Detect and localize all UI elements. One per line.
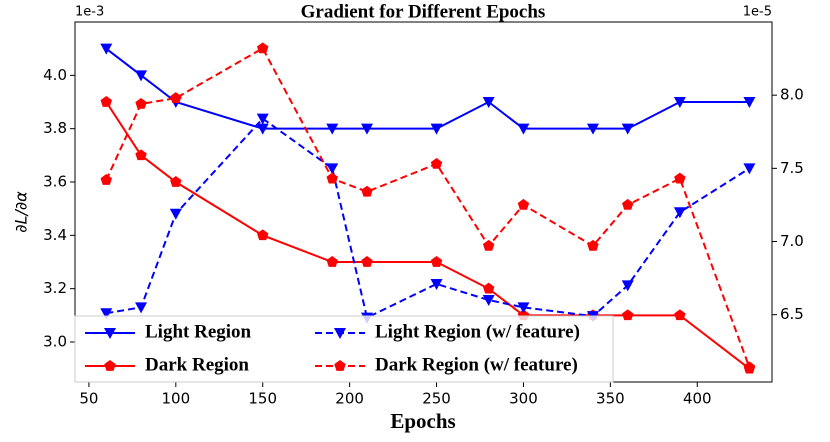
- legend-marker: [334, 360, 346, 371]
- marker: [135, 70, 148, 82]
- marker: [482, 97, 495, 108]
- marker: [326, 163, 339, 175]
- y-tick-label: 3.8: [43, 119, 67, 137]
- series-line: [106, 117, 750, 320]
- legend-box: [74, 315, 614, 383]
- marker: [517, 198, 530, 210]
- marker: [361, 256, 373, 267]
- marker: [430, 123, 443, 135]
- marker: [622, 198, 634, 210]
- marker: [743, 361, 756, 373]
- marker: [673, 97, 686, 108]
- chart-title: Gradient for Different Epochs: [301, 1, 546, 22]
- marker: [135, 302, 148, 314]
- y-tick-label: 3.6: [43, 173, 67, 191]
- legend-label: Light Region: [145, 321, 252, 342]
- marker: [135, 149, 147, 161]
- marker: [100, 308, 113, 320]
- y2-tick-label: 8.0: [780, 86, 804, 104]
- x-tick-label: 300: [509, 390, 538, 408]
- marker: [257, 42, 269, 54]
- marker: [100, 43, 113, 55]
- legend-marker: [104, 328, 116, 339]
- marker: [674, 172, 686, 184]
- marker: [135, 97, 147, 109]
- marker: [257, 229, 269, 241]
- x-tick-label: 350: [596, 390, 625, 408]
- marker: [170, 176, 182, 187]
- y2-tick-label: 7.0: [780, 232, 804, 250]
- marker: [100, 174, 112, 185]
- y2-tick-label: 7.5: [780, 159, 804, 177]
- marker: [326, 172, 338, 184]
- marker: [100, 96, 112, 107]
- y-tick-label: 3.0: [43, 333, 67, 351]
- marker: [674, 309, 686, 321]
- marker: [743, 163, 756, 175]
- legend-label: Light Region (w/ feature): [375, 321, 580, 342]
- x-tick-label: 200: [335, 390, 364, 408]
- y-tick-label: 3.2: [43, 279, 67, 297]
- legend-marker: [334, 328, 346, 339]
- x-tick-label: 150: [248, 390, 277, 408]
- series-line: [105, 47, 750, 130]
- marker: [256, 123, 269, 135]
- marker: [361, 185, 373, 197]
- y-axis-label: ∂L/∂α: [12, 191, 31, 233]
- marker: [170, 92, 182, 103]
- y-offset-label: 1e-3: [75, 5, 104, 20]
- marker: [622, 309, 634, 321]
- y2-offset-label: 1e-5: [743, 5, 772, 20]
- marker: [169, 208, 182, 220]
- marker: [517, 302, 530, 314]
- marker: [430, 256, 443, 267]
- marker: [586, 123, 599, 135]
- marker: [361, 123, 374, 135]
- legend-label: Dark Region: [145, 354, 249, 375]
- marker: [482, 239, 495, 251]
- legend-label: Dark Region (w/ feature): [375, 354, 578, 375]
- marker: [482, 295, 495, 307]
- legend-marker: [104, 360, 116, 371]
- y-tick-label: 4.0: [43, 66, 67, 84]
- marker: [621, 280, 634, 292]
- marker: [326, 256, 338, 267]
- y2-tick-label: 6.5: [780, 305, 804, 323]
- x-tick-label: 400: [683, 390, 712, 408]
- marker: [430, 278, 443, 290]
- marker: [482, 282, 495, 294]
- x-tick-label: 50: [79, 390, 98, 408]
- y-tick-label: 3.4: [43, 226, 67, 244]
- marker: [430, 157, 443, 169]
- x-tick-label: 250: [422, 390, 451, 408]
- marker: [587, 239, 599, 251]
- marker: [326, 123, 339, 135]
- marker: [673, 207, 686, 219]
- marker: [743, 97, 756, 108]
- x-tick-label: 100: [161, 390, 190, 408]
- x-axis-label: Epochs: [390, 409, 455, 433]
- marker: [517, 123, 530, 135]
- marker: [621, 123, 634, 135]
- marker: [256, 113, 269, 125]
